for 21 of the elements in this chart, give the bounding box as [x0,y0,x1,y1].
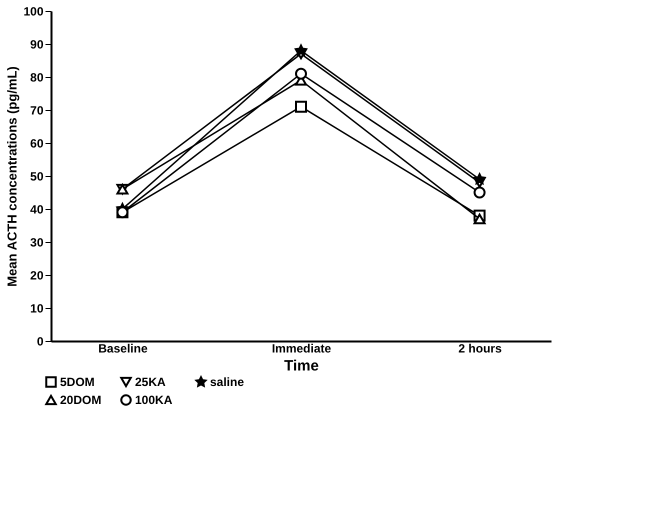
y-tick-label: 100 [23,4,44,18]
x-tick-label: Baseline [98,342,148,356]
y-tick-label: 80 [30,70,44,84]
legend-label: saline [210,375,244,389]
x-tick-label: 2 hours [458,342,502,356]
x-axis-title: Time [284,358,319,374]
x-tick-label: Immediate [272,342,332,356]
legend-label: 20DOM [60,393,102,407]
y-tick-label: 50 [30,170,44,184]
y-tick-label: 60 [30,136,44,150]
y-tick-label: 40 [30,202,44,216]
y-tick-label: 10 [30,302,44,316]
legend-label: 5DOM [60,375,95,389]
y-tick-label: 0 [36,334,44,348]
y-axis-title: Mean ACTH concentrations (pg/mL) [4,66,20,287]
y-tick-label: 70 [30,104,44,118]
y-tick-label: 90 [30,38,44,52]
legend-label: 100KA [135,393,173,407]
y-tick-label: 20 [30,268,44,282]
legend-label: 25KA [135,375,166,389]
y-tick-label: 30 [30,236,44,250]
